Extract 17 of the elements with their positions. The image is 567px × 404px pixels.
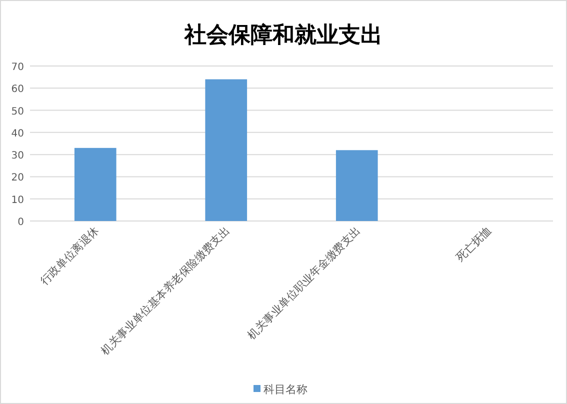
bar <box>205 79 248 221</box>
legend-label: 科目名称 <box>264 383 308 396</box>
x-tick-label: 行政单位离退休 <box>38 224 102 288</box>
y-tick-label: 40 <box>11 128 24 140</box>
x-tick-label: 死亡抚恤 <box>453 224 494 264</box>
bar <box>74 148 116 221</box>
y-tick-label: 70 <box>11 62 24 73</box>
y-tick-label: 30 <box>11 150 24 162</box>
chart-title: 社会保障和就业支出 <box>184 22 382 48</box>
bar <box>336 150 378 221</box>
y-tick-label: 50 <box>11 106 24 118</box>
y-tick-label: 10 <box>11 194 24 206</box>
y-tick-label: 0 <box>18 217 24 228</box>
x-tick-label: 机关事业单位基本养老保险缴费支出 <box>98 224 232 358</box>
x-tick-label: 机关事业单位职业年金缴费支出 <box>244 224 363 342</box>
y-tick-label: 20 <box>11 172 24 184</box>
y-tick-label: 60 <box>11 84 24 96</box>
